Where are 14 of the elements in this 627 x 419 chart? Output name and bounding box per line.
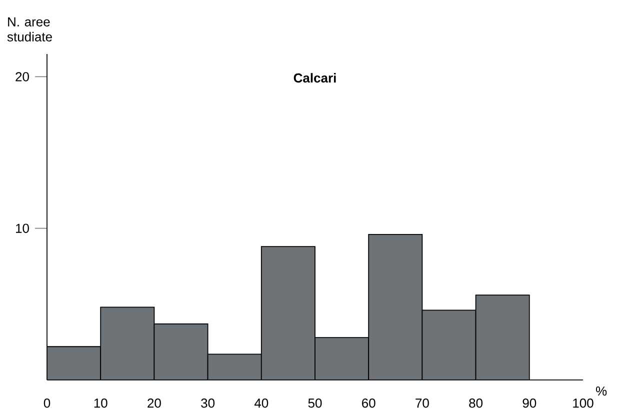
x-tick-label: 50: [308, 398, 322, 408]
y-axis-title: N. aree studiate: [7, 17, 52, 42]
x-tick-label: 40: [254, 398, 268, 408]
x-axis-title: %: [596, 386, 607, 396]
x-tick-label: 20: [148, 398, 161, 408]
x-tick-label: 30: [201, 398, 215, 408]
x-tick-label: 0: [44, 398, 50, 408]
x-tick-label: 60: [362, 398, 376, 408]
x-tick-label: 80: [469, 398, 483, 408]
x-tick-label: 90: [522, 398, 536, 408]
x-tick-label: 100: [573, 398, 594, 408]
x-tick-label: 70: [416, 398, 429, 408]
text: Calcari: [294, 73, 336, 83]
x-tick-label: 10: [94, 398, 108, 408]
